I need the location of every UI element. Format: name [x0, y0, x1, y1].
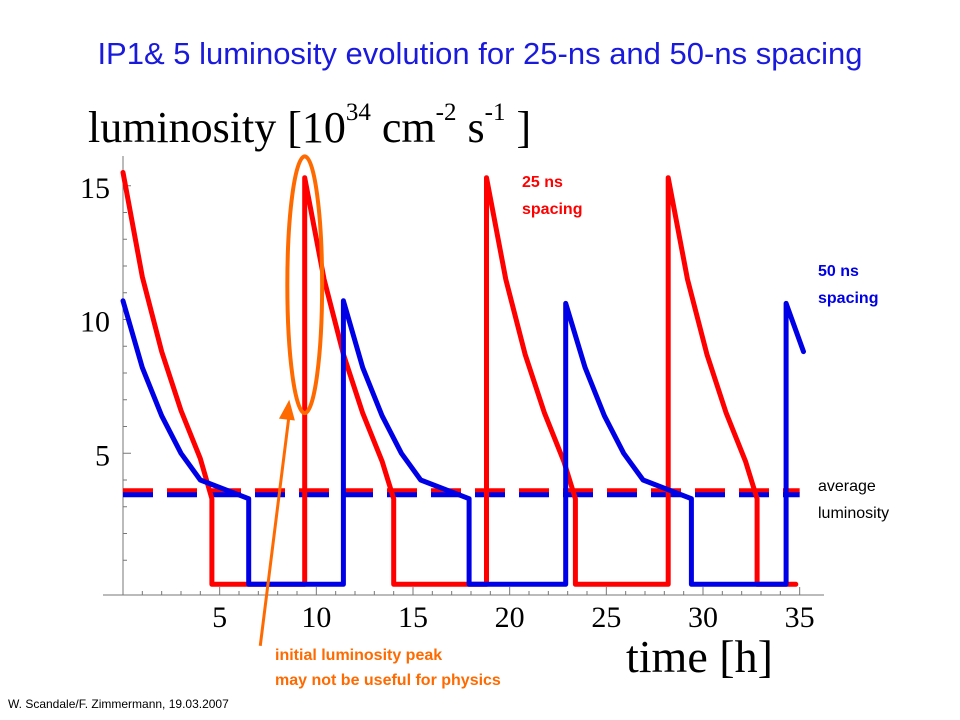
label-average-line2: luminosity: [818, 505, 889, 522]
x-tick-label: 20: [495, 601, 525, 634]
peak-arrow-line: [258, 413, 291, 647]
label-50ns: 50 ns spacing: [818, 263, 878, 307]
y-tick-label: 10: [80, 306, 110, 339]
series-line: [120, 169, 799, 587]
label-50ns-line1: 50 ns: [818, 263, 859, 280]
x-tick-label: 25: [591, 601, 621, 634]
peak-highlight-ellipse: [285, 154, 325, 416]
label-average-line1: average: [818, 478, 876, 495]
ylabel-exp3: -1: [485, 99, 506, 126]
ylabel-end: ]: [505, 103, 531, 152]
overlays: [258, 154, 325, 647]
label-peak: initial luminosity peak may not be usefu…: [275, 647, 501, 689]
y-tick-label: 5: [95, 439, 110, 472]
y-tick-label: 15: [80, 172, 110, 205]
ticks: 5 10 15 20 25 30 35 5 10 15: [80, 172, 815, 634]
label-peak-line2: may not be useful for physics: [275, 672, 501, 689]
ylabel-base: luminosity [10: [88, 103, 346, 152]
label-50ns-line2: spacing: [818, 290, 878, 307]
label-average: average luminosity: [818, 478, 889, 522]
label-25ns-line1: 25 ns: [522, 174, 563, 191]
x-tick-label: 15: [398, 601, 428, 634]
peak-arrow-head: [278, 399, 295, 421]
ylabel-exp2: -2: [436, 99, 457, 126]
ylabel-mid2: s: [457, 103, 485, 152]
ylabel-mid1: cm: [371, 103, 436, 152]
x-tick-label: 5: [212, 601, 227, 634]
series-line: [120, 298, 806, 587]
axes: [103, 156, 824, 596]
x-tick-label: 10: [301, 601, 331, 634]
credit-text: W. Scandale/F. Zimmermann, 19.03.2007: [8, 697, 229, 711]
ylabel-exp1: 34: [346, 99, 372, 126]
label-25ns: 25 ns spacing: [522, 174, 582, 218]
chart-title: IP1& 5 luminosity evolution for 25-ns an…: [97, 36, 863, 71]
y-axis-label: luminosity [1034 cm-2 s-1 ]: [88, 99, 531, 152]
x-tick-label: 30: [688, 601, 718, 634]
series: [120, 169, 806, 587]
x-axis-label: time [h]: [626, 631, 773, 682]
label-peak-line1: initial luminosity peak: [275, 647, 442, 664]
label-25ns-line2: spacing: [522, 201, 582, 218]
x-tick-label: 35: [785, 601, 815, 634]
